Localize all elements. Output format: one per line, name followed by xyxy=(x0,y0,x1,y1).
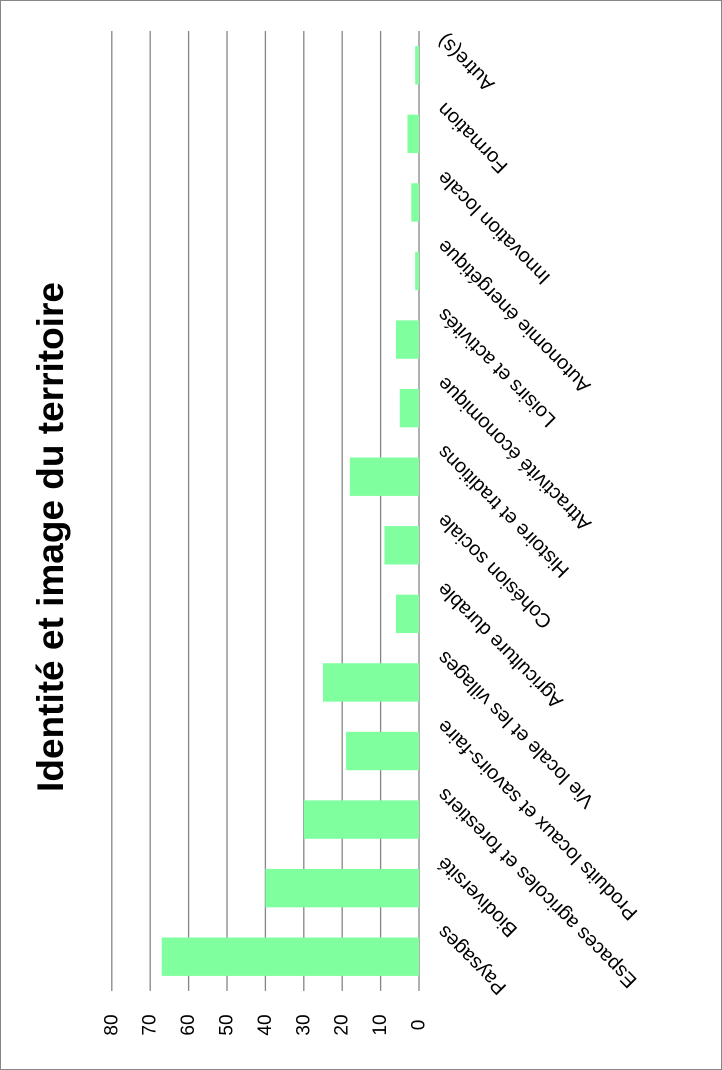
bar xyxy=(303,800,419,839)
bar xyxy=(384,526,419,565)
tick-label: 50 xyxy=(217,1014,238,1035)
tick-label: 60 xyxy=(178,1014,199,1035)
bar xyxy=(161,937,419,976)
tick-label: 70 xyxy=(140,1014,161,1035)
category-label: Loisirs et activités xyxy=(433,304,560,431)
tick-label: 30 xyxy=(293,1014,314,1035)
value-axis-ticks: 0 10 20 30 40 50 60 70 80 xyxy=(101,1014,429,1035)
bar xyxy=(346,731,419,771)
bar xyxy=(407,114,419,154)
bar xyxy=(399,388,419,428)
tick-label: 0 xyxy=(409,1020,430,1031)
tick-label: 10 xyxy=(370,1014,391,1035)
gridlines xyxy=(111,31,420,991)
bar xyxy=(349,457,419,496)
tick-label: 40 xyxy=(255,1014,276,1035)
bar xyxy=(415,46,419,85)
bar xyxy=(323,663,419,702)
bar xyxy=(411,183,419,222)
bar xyxy=(395,320,419,359)
bar xyxy=(265,868,419,908)
category-label: Autre(s) xyxy=(433,30,499,96)
bar xyxy=(395,594,419,634)
tick-label: 80 xyxy=(101,1014,122,1035)
chart-title: Identité et image du territoire xyxy=(30,282,71,792)
bars xyxy=(161,46,419,976)
category-label: Formation xyxy=(433,98,512,177)
category-label: Cohésion sociale xyxy=(433,510,556,633)
category-label: Histoire et traditions xyxy=(433,441,574,582)
tick-label: 20 xyxy=(332,1014,353,1035)
category-label: Agriculture durable xyxy=(433,578,567,712)
bar xyxy=(415,251,419,291)
